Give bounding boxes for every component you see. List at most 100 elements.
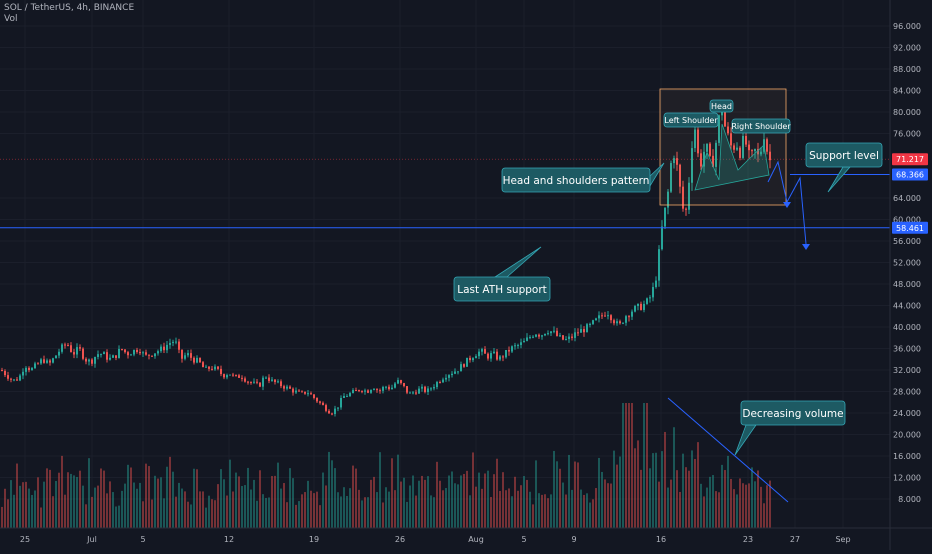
volume-bar	[109, 481, 111, 528]
volume-bar	[559, 468, 561, 528]
candle-body	[190, 353, 192, 358]
callout-box[interactable]	[731, 118, 791, 134]
candle-body	[52, 358, 54, 363]
callout-pointer	[827, 166, 851, 193]
time-tick-label: 5	[521, 535, 526, 544]
candle-body	[400, 380, 402, 384]
callout-box[interactable]	[805, 142, 883, 168]
volume-bar	[571, 489, 573, 528]
volume-bar	[361, 500, 363, 528]
volume-bar	[442, 490, 444, 528]
candle-body	[769, 151, 771, 161]
annotation-4[interactable]: Decreasing volume	[734, 400, 846, 456]
volume-bar	[295, 504, 297, 528]
callout-text: Decreasing volume	[742, 408, 843, 420]
volume-bar	[748, 483, 750, 528]
time-tick-label: 9	[571, 535, 576, 544]
candle-body	[661, 226, 663, 250]
volume-bar	[277, 462, 279, 528]
volume-bar	[733, 489, 735, 528]
callout-box[interactable]	[709, 99, 734, 113]
volume-bar	[712, 475, 714, 528]
candle-body	[544, 333, 546, 336]
candle-body	[757, 149, 759, 155]
candle-body	[652, 287, 654, 298]
candle-body	[370, 389, 372, 393]
volume-bar	[115, 506, 117, 528]
callout-box[interactable]	[740, 400, 846, 426]
price-tick-label: 24.000	[893, 409, 921, 418]
price-tick-label: 44.000	[893, 302, 921, 311]
volume-bar	[550, 494, 552, 528]
time-tick-label: 25	[20, 535, 30, 544]
time-axis[interactable]: 25 Jul 5 12 19 26 Aug 5 9 16 23 27 Sep	[0, 527, 932, 544]
candle-body	[202, 362, 204, 368]
volume-bar	[679, 491, 681, 528]
volume-bar	[283, 483, 285, 528]
volume-bar	[313, 493, 315, 528]
grid-lines	[0, 0, 890, 528]
pattern-drawings[interactable]	[659, 88, 810, 503]
time-tick-label: 26	[395, 535, 405, 544]
candle-body	[214, 366, 216, 370]
volume-bar	[40, 507, 42, 528]
volume-bar	[460, 475, 462, 528]
annotation-7[interactable]: Right Shoulder	[731, 118, 791, 134]
candle-body	[232, 374, 234, 376]
candle-body	[235, 374, 237, 376]
candle-body	[139, 352, 141, 354]
candle-body	[244, 378, 246, 382]
volume-bar	[61, 455, 63, 528]
volume-bar	[103, 470, 105, 528]
candle-body	[109, 357, 111, 360]
volume-bar	[616, 464, 618, 528]
candle-body	[619, 321, 621, 324]
volume-bar	[418, 480, 420, 528]
candle-body	[499, 356, 501, 360]
candle-body	[337, 407, 339, 409]
volume-bar	[325, 485, 327, 528]
volume-bar	[220, 469, 222, 528]
volume-trend-line[interactable]	[667, 397, 789, 503]
volume-bar	[403, 477, 405, 528]
volume-bar	[118, 505, 120, 528]
candle-body	[538, 334, 540, 337]
volume-bar	[409, 485, 411, 528]
candle-body	[28, 367, 30, 371]
volume-bar	[388, 491, 390, 528]
volume-bar	[562, 482, 564, 528]
volume-bar	[22, 482, 24, 528]
annotation-5[interactable]: Left Shoulder	[663, 112, 719, 128]
candle-body	[298, 390, 300, 392]
candle-body	[205, 366, 207, 368]
volume-bar	[760, 486, 762, 528]
price-axis[interactable]: 104.00096.00092.00088.00084.00080.00076.…	[888, 0, 928, 550]
callout-box[interactable]	[453, 276, 551, 302]
candle-body	[133, 349, 135, 355]
annotation-1[interactable]: Head and shoulders pattern	[501, 162, 665, 193]
volume-bar	[286, 502, 288, 528]
annotation-2[interactable]: Support level	[805, 142, 883, 193]
volume-bar	[604, 479, 606, 528]
head-shoulders-shape[interactable]	[694, 123, 770, 191]
price-tick-label: 12.000	[893, 474, 921, 483]
candle-body	[442, 379, 444, 383]
volume-bar	[196, 469, 198, 528]
annotation-callouts[interactable]: Head and shoulders pattern Support level L…	[453, 99, 883, 456]
price-label-text: 71.217	[896, 155, 924, 164]
candle-body	[316, 397, 318, 402]
volume-bar	[358, 489, 360, 528]
candle-body	[697, 129, 699, 154]
volume-bar	[649, 468, 651, 528]
volume-bar	[457, 484, 459, 528]
callout-box[interactable]	[663, 112, 719, 128]
annotation-3[interactable]: Last ATH support	[453, 246, 551, 302]
volume-bar	[223, 479, 225, 528]
annotation-6[interactable]: Head	[709, 99, 734, 113]
candle-body	[352, 390, 354, 394]
callout-box[interactable]	[501, 167, 651, 193]
volume-indicator-label[interactable]: Vol	[4, 14, 18, 24]
volume-bar	[340, 496, 342, 528]
